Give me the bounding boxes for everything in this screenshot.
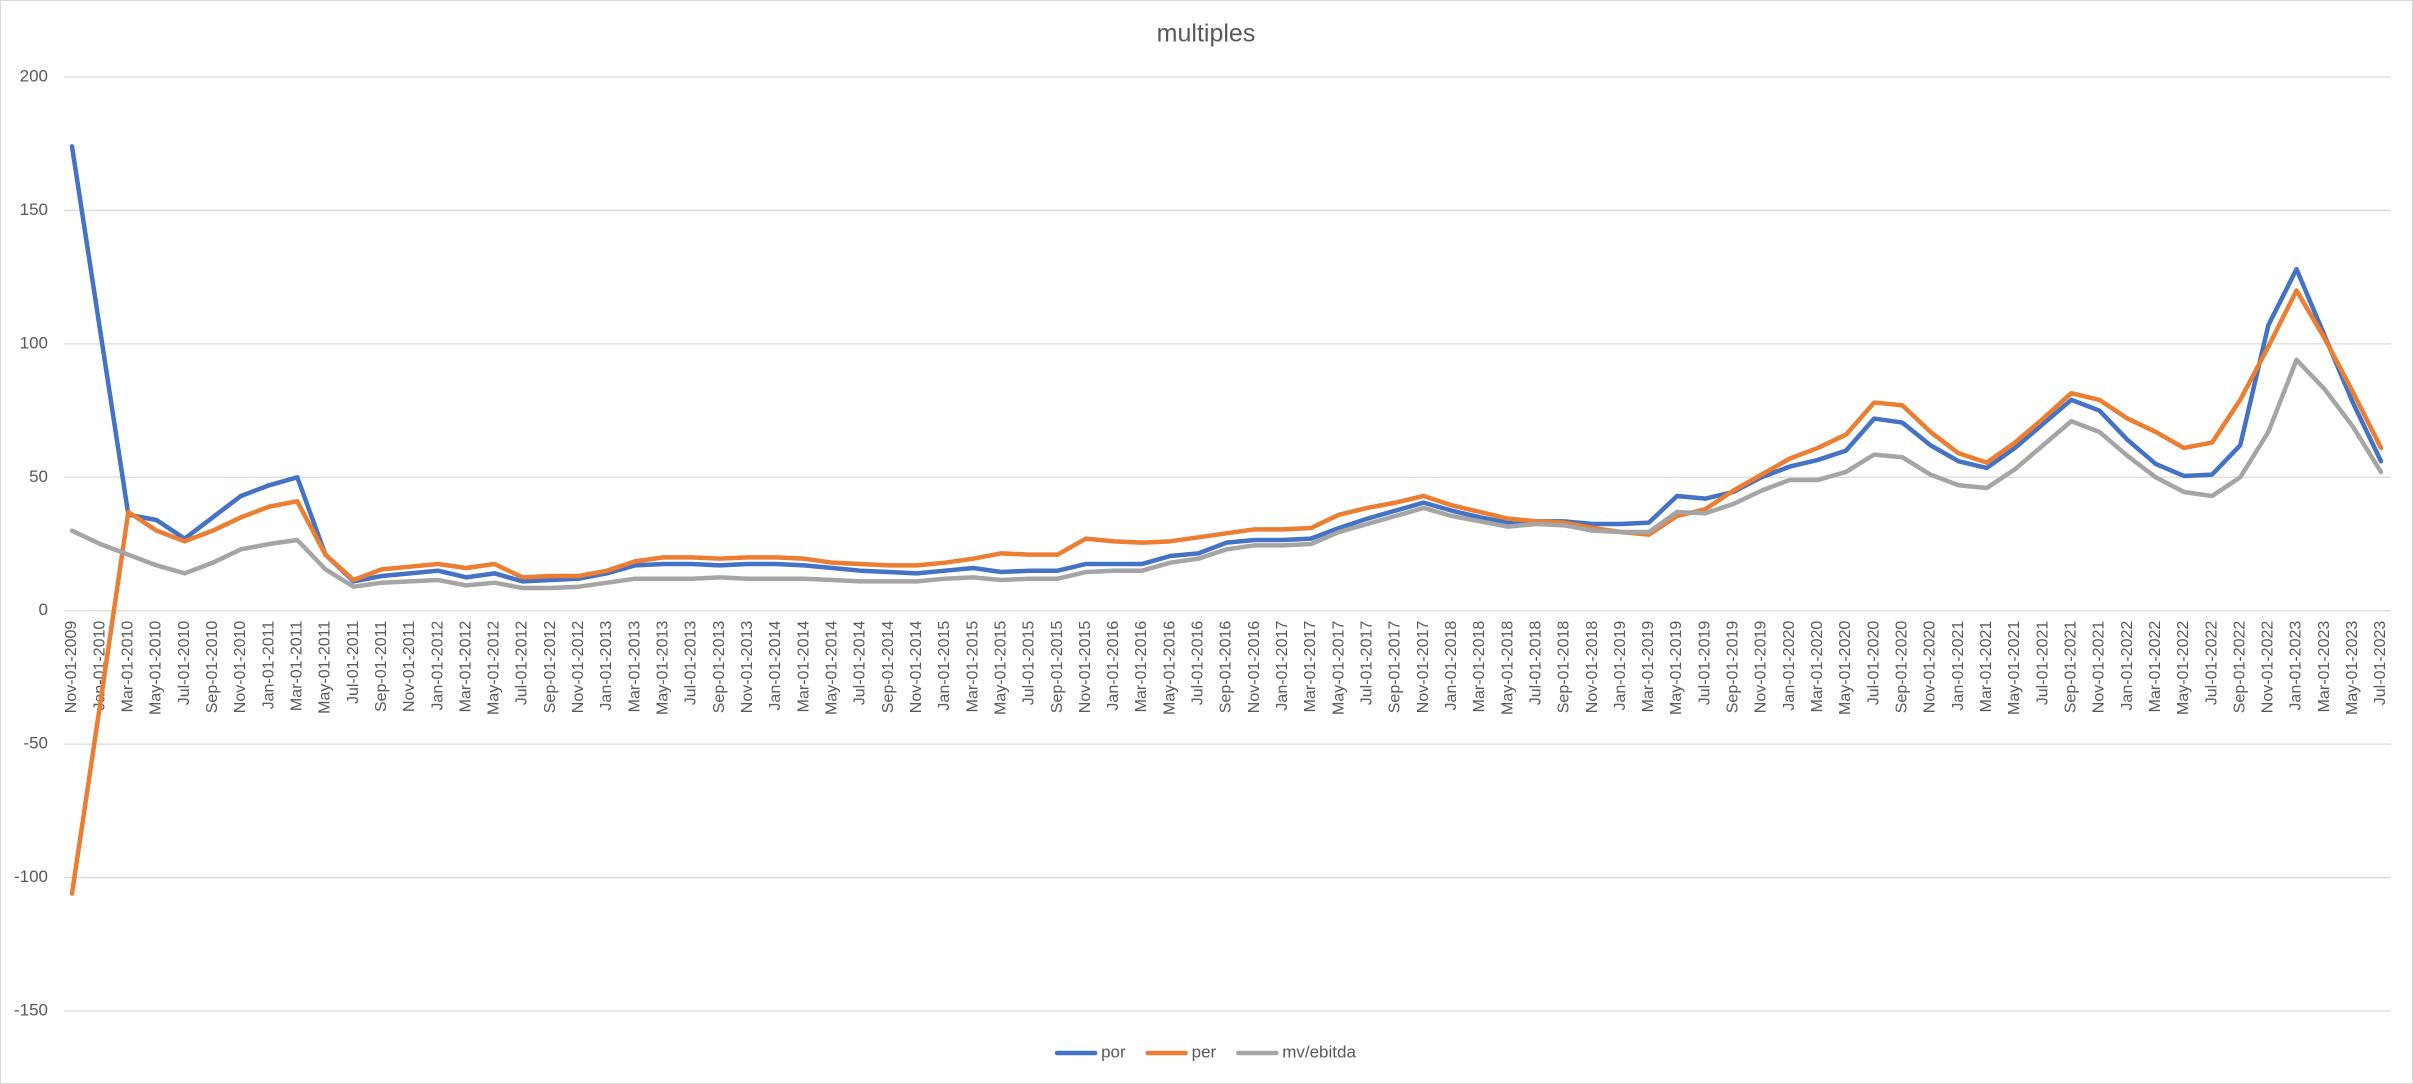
- x-tick-label: Sep-01-2010: [204, 621, 221, 714]
- x-tick-label: Nov-01-2017: [1415, 621, 1432, 714]
- x-tick-label: May-01-2023: [2344, 621, 2361, 715]
- x-tick-label: May-01-2011: [317, 621, 334, 714]
- x-tick-label: Jan-01-2016: [1105, 621, 1122, 711]
- y-tick-label: 150: [20, 200, 48, 219]
- x-tick-label: Sep-01-2019: [1725, 621, 1742, 714]
- x-tick-label: May-01-2022: [2175, 621, 2192, 715]
- x-tick-label: Sep-01-2012: [542, 621, 559, 714]
- x-tick-label: Mar-01-2023: [2316, 621, 2333, 713]
- x-tick-label: Mar-01-2016: [1133, 621, 1150, 713]
- x-tick-label: Mar-01-2010: [120, 621, 137, 713]
- x-tick-label: Nov-01-2015: [1077, 621, 1094, 714]
- x-tick-label: Mar-01-2014: [795, 621, 812, 713]
- x-tick-label: Mar-01-2017: [1302, 621, 1319, 713]
- x-tick-label: May-01-2016: [1161, 621, 1178, 715]
- x-tick-label: May-01-2010: [148, 621, 165, 715]
- x-tick-label: Mar-01-2020: [1809, 621, 1826, 713]
- x-tick-label: Mar-01-2012: [457, 621, 474, 713]
- legend-label: mv/ebitda: [1282, 1042, 1356, 1061]
- x-tick-label: Sep-01-2018: [1556, 621, 1573, 714]
- x-tick-label: Jul-01-2013: [683, 621, 700, 706]
- x-tick-label: Sep-01-2011: [373, 621, 390, 712]
- x-tick-label: Nov-01-2012: [570, 621, 587, 714]
- x-tick-label: Jul-01-2022: [2203, 621, 2220, 706]
- x-tick-label: Nov-01-2010: [232, 621, 249, 714]
- x-tick-label: Jan-01-2019: [1612, 621, 1629, 711]
- x-tick-label: Nov-01-2014: [908, 621, 925, 714]
- x-tick-label: Jul-01-2019: [1696, 621, 1713, 706]
- y-tick-label: 0: [39, 600, 48, 619]
- x-tick-label: Jan-01-2018: [1443, 621, 1460, 711]
- x-tick-label: May-01-2021: [2006, 621, 2023, 715]
- x-tick-label: Nov-01-2018: [1584, 621, 1601, 714]
- x-tick-label: May-01-2020: [1837, 621, 1854, 715]
- x-tick-label: Jul-01-2011: [345, 621, 362, 704]
- x-tick-label: May-01-2019: [1668, 621, 1685, 715]
- x-tick-label: Jul-01-2014: [852, 621, 869, 706]
- x-tick-label: Jul-01-2016: [1190, 621, 1207, 706]
- x-tick-label: Jan-01-2012: [429, 621, 446, 711]
- x-tick-label: Jan-01-2013: [598, 621, 615, 711]
- x-tick-label: Sep-01-2021: [2062, 621, 2079, 714]
- x-tick-label: Sep-01-2022: [2231, 621, 2248, 714]
- x-tick-label: May-01-2018: [1499, 621, 1516, 715]
- x-tick-label: Nov-01-2019: [1753, 621, 1770, 714]
- x-tick-label: May-01-2015: [992, 621, 1009, 715]
- x-tick-label: Jan-01-2021: [1950, 621, 1967, 711]
- x-tick-label: Jul-01-2020: [1865, 621, 1882, 706]
- x-tick-label: Jan-01-2023: [2288, 621, 2305, 711]
- x-tick-label: Mar-01-2019: [1640, 621, 1657, 713]
- x-tick-label: Nov-01-2021: [2091, 621, 2108, 714]
- series-line: [69, 288, 2384, 896]
- x-tick-label: Jul-01-2023: [2372, 621, 2389, 706]
- series-line: [69, 357, 2384, 591]
- x-tick-label: May-01-2014: [823, 621, 840, 715]
- x-tick-label: Mar-01-2018: [1471, 621, 1488, 713]
- y-tick-label: -100: [14, 867, 48, 886]
- x-tick-label: Jul-01-2010: [176, 621, 193, 706]
- y-tick-label: -150: [14, 1000, 48, 1019]
- x-tick-label: Jan-01-2022: [2119, 621, 2136, 711]
- x-tick-label: Mar-01-2015: [964, 621, 981, 713]
- x-tick-label: Jan-01-2017: [1274, 621, 1291, 711]
- x-tick-label: May-01-2013: [655, 621, 672, 715]
- y-tick-label: -50: [23, 734, 48, 753]
- x-tick-label: May-01-2017: [1330, 621, 1347, 715]
- x-tick-label: Jul-01-2018: [1527, 621, 1544, 706]
- x-tick-label: Sep-01-2014: [880, 621, 897, 714]
- y-tick-label: 200: [20, 66, 48, 85]
- x-tick-label: Jul-01-2021: [2034, 621, 2051, 706]
- y-tick-label: 50: [29, 467, 48, 486]
- x-tick-label: Nov-01-2020: [1922, 621, 1939, 714]
- x-tick-label: Sep-01-2017: [1387, 621, 1404, 714]
- x-tick-label: Nov-01-2022: [2260, 621, 2277, 714]
- x-tick-label: Mar-01-2022: [2147, 621, 2164, 713]
- x-tick-label: Nov-01-2009: [63, 621, 80, 714]
- x-tick-label: Mar-01-2013: [626, 621, 643, 713]
- x-tick-label: Nov-01-2013: [739, 621, 756, 714]
- x-tick-label: Mar-01-2021: [1978, 621, 1995, 713]
- x-tick-label: Sep-01-2016: [1218, 621, 1235, 714]
- x-tick-label: Jan-01-2015: [936, 621, 953, 711]
- x-tick-label: Nov-01-2016: [1246, 621, 1263, 714]
- x-tick-label: Jul-01-2015: [1021, 621, 1038, 706]
- x-tick-label: Jul-01-2012: [514, 621, 531, 706]
- x-tick-label: Sep-01-2020: [1894, 621, 1911, 714]
- x-tick-label: Nov-01-2011: [401, 621, 418, 712]
- x-tick-label: Sep-01-2015: [1049, 621, 1066, 714]
- x-tick-label: Jan-01-2014: [767, 621, 784, 711]
- y-tick-label: 100: [20, 333, 48, 352]
- x-tick-label: Jan-01-2020: [1781, 621, 1798, 711]
- x-tick-label: Jul-01-2017: [1359, 621, 1376, 706]
- x-tick-label: Mar-01-2011: [288, 621, 305, 712]
- chart-title: multiples: [1157, 20, 1256, 48]
- series-line: [69, 144, 2384, 584]
- x-tick-label: Jan-01-2011: [260, 621, 277, 710]
- x-tick-label: May-01-2012: [486, 621, 503, 715]
- legend-label: per: [1192, 1042, 1217, 1061]
- legend-label: por: [1101, 1042, 1126, 1061]
- x-tick-label: Sep-01-2013: [711, 621, 728, 714]
